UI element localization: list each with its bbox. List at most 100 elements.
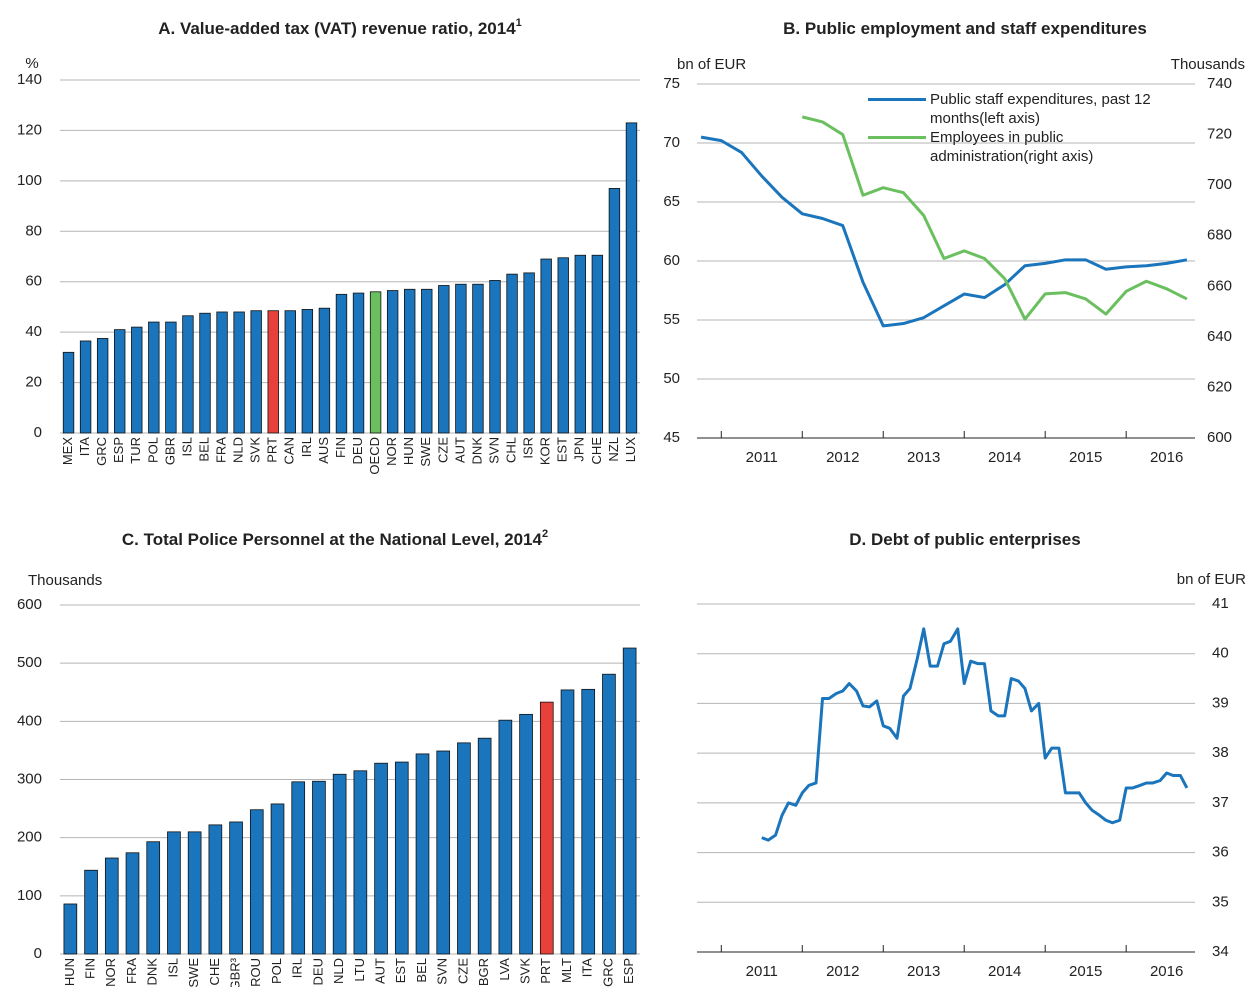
y-tick-label: 500 [17,654,42,671]
bar [96,338,109,434]
x-tick-label: LTU [352,958,367,982]
x-tick-label: NLD [331,958,346,984]
bar [318,307,331,434]
series-line [700,135,1188,328]
x-tick-label: BGR [476,958,491,986]
x-tick-label: NOR [384,437,399,466]
legend-item: Employees in public administration(right… [868,128,1188,166]
y-tick-label: 120 [17,121,42,138]
x-tick-label: FIN [83,958,98,979]
x-tick-label: PRT [538,958,553,984]
x-tick-label: LVA [497,958,512,981]
y-tick-label: 65 [663,193,680,210]
bar [519,713,533,955]
bar [291,781,306,955]
x-tick-label: MEX [60,437,75,466]
bar [270,803,285,955]
bar [581,688,596,955]
x-tick-label: PRT [265,437,280,463]
x-tick-label: HUN [62,958,77,986]
x-tick-label: KOR [538,437,553,465]
y-tick-label: 40 [25,323,42,340]
legend-label: Employees in public administration(right… [930,129,1094,165]
x-tick-label: SVN [435,958,450,985]
bar [62,351,75,434]
legend-item: Public staff expenditures, past 12 month… [868,90,1188,128]
x-tick-label: 2012 [826,449,859,466]
x-tick-label: ROU [248,958,263,987]
x-tick-label: NOR [103,958,118,987]
y-tick-label: 39 [1212,694,1229,711]
bar [557,257,569,434]
x-tick-label: NZL [606,437,621,462]
y-tick-label: 55 [663,311,680,328]
x-tick-label: DEU [350,437,365,464]
y-tick-label: 60 [25,273,42,290]
x-tick-label: SWE [418,437,433,467]
x-tick-label: SVK [248,437,263,463]
x-tick-label: 2016 [1150,963,1183,980]
bar [148,321,160,434]
bar [369,291,382,434]
bar [404,288,416,434]
x-tick-label: 2012 [826,963,859,980]
y-tick-label: 60 [663,252,680,269]
title-text: D. Debt of public enterprises [849,530,1080,549]
x-tick-label: 2013 [907,963,940,980]
bar [114,329,126,434]
bar [199,312,211,434]
y2-tick-label: 620 [1207,378,1232,395]
x-tick-label: FRA [124,958,139,984]
x-tick-label: HUN [401,437,416,465]
series-line [761,627,1189,842]
bar [489,280,501,434]
x-tick-label: FIN [333,437,348,458]
x-tick-label: CZE [455,958,470,984]
y-tick-label: 40 [1212,645,1229,662]
series-line [801,115,1188,321]
y2-tick-label: 720 [1207,126,1232,143]
x-tick-label: DEU [310,958,325,985]
x-tick-label: AUT [452,437,467,463]
x-tick-label: ITA [77,437,92,457]
x-tick-label: GRC [94,437,109,466]
y2-tick-label: 600 [1207,429,1232,446]
bar [229,821,243,955]
y-axis-label: Thousands [28,572,102,589]
title-text: A. Value-added tax (VAT) revenue ratio, … [158,19,516,38]
y-tick-label: 600 [17,596,42,613]
panel-title: A. Value-added tax (VAT) revenue ratio, … [158,17,522,39]
x-tick-label: POL [269,958,284,984]
bar [622,647,637,955]
y2-tick-label: 740 [1207,75,1232,92]
bar [250,310,262,434]
y-tick-label: 0 [34,424,42,441]
x-tick-label: CHE [589,437,604,465]
y-tick-label: 140 [17,71,42,88]
x-tick-label: CZE [435,437,450,463]
x-tick-label: IRL [290,958,305,978]
x-tick-label: 2011 [746,963,778,980]
x-tick-label: NLD [231,437,246,463]
x-tick-label: GBR [162,437,177,465]
y-tick-label: 41 [1212,595,1229,612]
bar [602,673,616,955]
y-tick-label: 80 [25,222,42,239]
bar [125,852,140,955]
y-tick-label: 36 [1212,844,1229,861]
y-tick-label: 300 [17,770,42,787]
panel-title: B. Public employment and staff expenditu… [783,19,1147,38]
y-axis-label: % [25,55,38,72]
x-tick-label: ESP [621,958,636,984]
bar [438,285,450,434]
bar [284,310,296,434]
legend: Public staff expenditures, past 12 month… [868,90,1188,166]
bar [436,750,451,955]
panel-title: D. Debt of public enterprises [849,530,1080,549]
x-tick-label: ESP [111,437,126,463]
y-tick-label: 75 [663,75,680,92]
bar [165,321,177,434]
y-tick-label: 38 [1212,744,1229,761]
bar [84,869,98,955]
bar [374,762,388,955]
